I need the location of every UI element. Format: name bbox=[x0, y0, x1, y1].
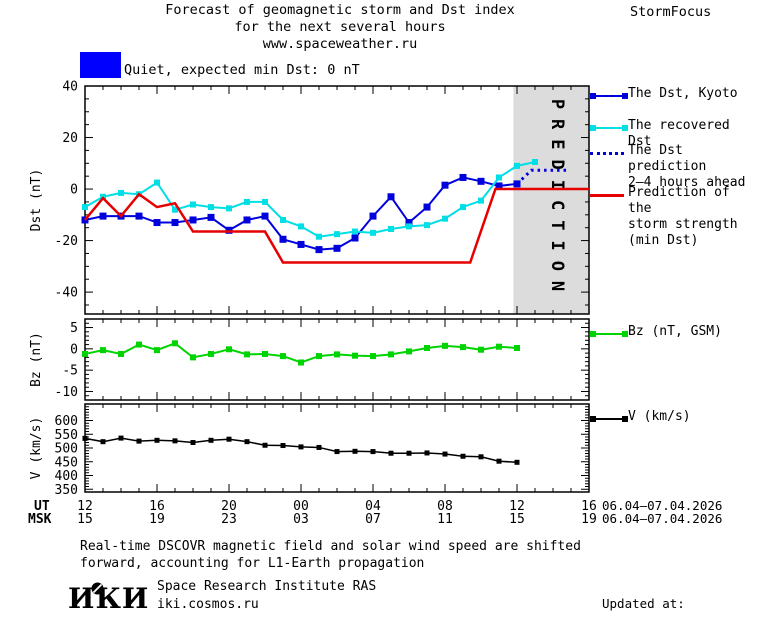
svg-text:450: 450 bbox=[55, 455, 78, 470]
legend-v: V (km/s) bbox=[590, 409, 760, 425]
svg-text:12: 12 bbox=[77, 499, 93, 514]
page-title-line2: for the next several hours bbox=[234, 19, 446, 35]
footer-note-line1: Real-time DSCOVR magnetic field and sola… bbox=[80, 539, 581, 554]
svg-text:08: 08 bbox=[437, 499, 453, 514]
svg-text:5: 5 bbox=[70, 321, 78, 336]
series-recovered_dst bbox=[82, 159, 538, 240]
legend-marker-storm-prediction bbox=[590, 185, 628, 200]
legend-dst-prediction: The Dst prediction 2—4 hours ahead bbox=[590, 143, 760, 191]
prediction-band bbox=[513, 86, 589, 314]
svg-text:19: 19 bbox=[581, 512, 597, 527]
svg-text:16: 16 bbox=[149, 499, 165, 514]
svg-text:20: 20 bbox=[221, 499, 237, 514]
brand-text: StormFocus bbox=[630, 4, 712, 20]
legend-dst-kyoto: The Dst, Kyoto bbox=[590, 86, 760, 102]
svg-text:00: 00 bbox=[293, 499, 309, 514]
institute-name: Space Research Institute RAS bbox=[157, 579, 377, 594]
legend-marker-dst-kyoto bbox=[590, 86, 628, 101]
svg-text:19: 19 bbox=[149, 512, 165, 527]
series-v bbox=[82, 435, 520, 465]
series-dst_kyoto bbox=[81, 173, 521, 254]
svg-text:16: 16 bbox=[581, 499, 597, 514]
svg-text:40: 40 bbox=[62, 80, 78, 95]
svg-text:0: 0 bbox=[70, 183, 78, 198]
date-range-msk: 06.04–07.04.2026 bbox=[602, 511, 722, 526]
page-title: Forecast of geomagnetic storm and Dst in… bbox=[0, 2, 680, 53]
footer-note: Real-time DSCOVR magnetic field and sola… bbox=[80, 538, 581, 572]
svg-text:15: 15 bbox=[77, 512, 93, 527]
storm-status: Quiet, expected min Dst: 0 nT bbox=[80, 52, 360, 78]
legend-label-storm-l3: (min Dst) bbox=[628, 233, 699, 248]
panel-dst: PREDICTION 40 20 0 -20 -40 Dst (nT) bbox=[29, 80, 590, 315]
legend-label-dst-prediction-l1: The Dst prediction bbox=[628, 143, 707, 174]
svg-text:400: 400 bbox=[55, 469, 78, 484]
legend-label-storm-prediction: Prediction of the storm strength (min Ds… bbox=[628, 185, 760, 249]
svg-text:0: 0 bbox=[70, 342, 78, 357]
x-axis-ut-row-label: UT bbox=[34, 499, 50, 514]
legend-label-storm-l1: Prediction of the bbox=[628, 185, 730, 216]
svg-text:550: 550 bbox=[55, 428, 78, 443]
prediction-band-label: PREDICTION bbox=[547, 99, 567, 301]
updated-block: Updated at: UT 12:05, 07.04.2026 MSK 15:… bbox=[602, 564, 760, 620]
svg-text:20: 20 bbox=[62, 131, 78, 146]
legend-marker-v bbox=[590, 409, 628, 424]
svg-text:23: 23 bbox=[221, 512, 237, 527]
date-range-ut: 06.04–07.04.2026 bbox=[602, 498, 722, 513]
forecast-chart: PREDICTION 40 20 0 -20 -40 Dst (nT) 5 0 -5 -10 Bz (… bbox=[28, 80, 722, 528]
iki-logo: ИКИ bbox=[68, 582, 148, 617]
updated-label: Updated at: bbox=[602, 596, 685, 611]
iki-logo-text: ИКИ bbox=[68, 582, 150, 615]
quiet-level-swatch bbox=[80, 52, 121, 78]
page-title-line1: Forecast of geomagnetic storm and Dst in… bbox=[165, 2, 515, 18]
footer-note-line2: forward, accounting for L1-Earth propaga… bbox=[80, 556, 425, 571]
ylabel-v: V (km/s) bbox=[29, 417, 44, 480]
panel-bz: 5 0 -5 -10 Bz (nT) bbox=[29, 318, 590, 401]
legend-storm-prediction: Prediction of the storm strength (min Ds… bbox=[590, 185, 760, 249]
ylabel-dst: Dst (nT) bbox=[29, 169, 44, 232]
svg-text:-5: -5 bbox=[62, 364, 78, 379]
institute-website: iki.cosmos.ru bbox=[157, 597, 259, 612]
iki-logo-satellite-icon bbox=[91, 582, 104, 595]
quiet-level-label: Quiet, expected min Dst: 0 nT bbox=[124, 62, 360, 78]
legend-label-bz: Bz (nT, GSM) bbox=[628, 324, 722, 339]
svg-text:11: 11 bbox=[437, 512, 453, 527]
svg-text:500: 500 bbox=[55, 442, 78, 457]
legend-marker-dst-prediction bbox=[590, 143, 628, 158]
legend-label-dst-prediction-l2: 2—4 hours ahead bbox=[628, 175, 746, 190]
website-link: www.spaceweather.ru bbox=[262, 36, 418, 52]
legend-marker-bz bbox=[590, 324, 628, 339]
svg-text:600: 600 bbox=[55, 414, 78, 429]
legend-bz: Bz (nT, GSM) bbox=[590, 324, 760, 340]
series-bz bbox=[82, 340, 520, 366]
legend-label-recovered-dst: The recovered Dst bbox=[628, 118, 730, 149]
svg-text:-40: -40 bbox=[55, 286, 78, 301]
svg-text:07: 07 bbox=[365, 512, 381, 527]
institute-block: Space Research Institute RAS iki.cosmos.… bbox=[157, 578, 376, 614]
legend-label-storm-l2: storm strength bbox=[628, 217, 738, 232]
svg-text:03: 03 bbox=[293, 512, 309, 527]
svg-text:-20: -20 bbox=[55, 234, 78, 249]
legend-marker-recovered-dst bbox=[590, 118, 628, 133]
series-dst_prediction bbox=[515, 168, 568, 185]
svg-text:350: 350 bbox=[55, 483, 78, 498]
svg-text:15: 15 bbox=[509, 512, 525, 527]
legend-recovered-dst: The recovered Dst bbox=[590, 118, 760, 150]
ylabel-bz: Bz (nT) bbox=[29, 332, 44, 387]
legend-label-dst-prediction: The Dst prediction 2—4 hours ahead bbox=[628, 143, 760, 191]
legend-label-v: V (km/s) bbox=[628, 409, 691, 424]
svg-text:-10: -10 bbox=[55, 385, 78, 400]
svg-text:12: 12 bbox=[509, 499, 525, 514]
legend-label-dst-kyoto: The Dst, Kyoto bbox=[628, 86, 738, 101]
series-storm_prediction bbox=[84, 187, 589, 264]
x-axis-msk-row-label: MSK bbox=[28, 512, 52, 527]
svg-text:04: 04 bbox=[365, 499, 381, 514]
